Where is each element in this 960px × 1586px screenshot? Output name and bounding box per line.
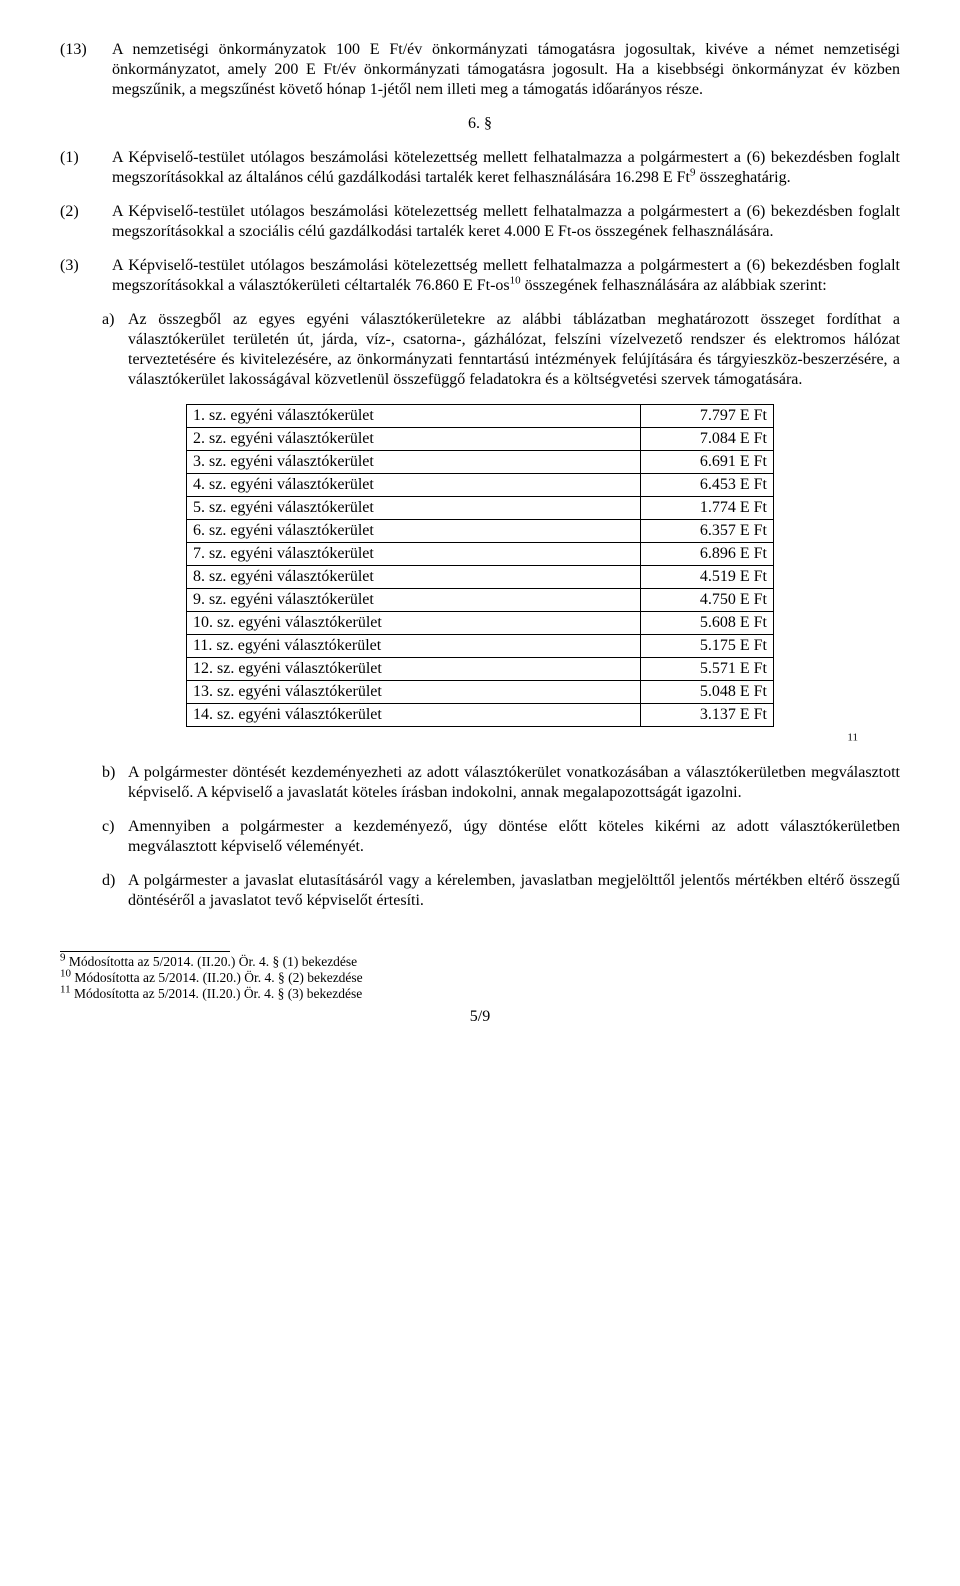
table-footnote-ref: 11 [60, 733, 858, 753]
footnote-number: 11 [60, 984, 71, 996]
district-name: 5. sz. egyéni választókerület [187, 497, 641, 520]
paragraph-text: A nemzetiségi önkormányzatok 100 E Ft/év… [112, 40, 900, 100]
table-row: 3. sz. egyéni választókerület6.691 E Ft [187, 451, 774, 474]
footnote-ref-11: 11 [847, 732, 858, 744]
district-name: 12. sz. egyéni választókerület [187, 658, 641, 681]
subparagraph-label: d) [102, 871, 122, 911]
paragraph-text: A Képviselő-testület utólagos beszámolás… [112, 202, 900, 242]
footnote-ref-10: 10 [510, 275, 521, 287]
footnote: 9 Módosította az 5/2014. (II.20.) Ör. 4.… [60, 954, 900, 970]
table-row: 11. sz. egyéni választókerület5.175 E Ft [187, 635, 774, 658]
table-row: 5. sz. egyéni választókerület1.774 E Ft [187, 497, 774, 520]
district-name: 14. sz. egyéni választókerület [187, 704, 641, 727]
paragraph-1: (1) A Képviselő-testület utólagos beszám… [60, 148, 900, 188]
subparagraph-label: c) [102, 817, 122, 857]
district-value: 5.608 E Ft [641, 612, 774, 635]
table-row: 13. sz. egyéni választókerület5.048 E Ft [187, 681, 774, 704]
page-number: 5/9 [60, 1007, 900, 1027]
district-name: 9. sz. egyéni választókerület [187, 589, 641, 612]
district-name: 4. sz. egyéni választókerület [187, 474, 641, 497]
subparagraph-b: b) A polgármester döntését kezdeményezhe… [102, 763, 900, 803]
paragraph-number: (1) [60, 148, 102, 188]
paragraph-3: (3) A Képviselő-testület utólagos beszám… [60, 256, 900, 296]
district-name: 13. sz. egyéni választókerület [187, 681, 641, 704]
table-row: 2. sz. egyéni választókerület7.084 E Ft [187, 428, 774, 451]
footnote-text: Módosította az 5/2014. (II.20.) Ör. 4. §… [71, 970, 363, 985]
district-value: 5.048 E Ft [641, 681, 774, 704]
district-name: 2. sz. egyéni választókerület [187, 428, 641, 451]
table-row: 12. sz. egyéni választókerület5.571 E Ft [187, 658, 774, 681]
subparagraph-c: c) Amennyiben a polgármester a kezdemény… [102, 817, 900, 857]
paragraph-2: (2) A Képviselő-testület utólagos beszám… [60, 202, 900, 242]
table-row: 10. sz. egyéni választókerület5.608 E Ft [187, 612, 774, 635]
district-value: 1.774 E Ft [641, 497, 774, 520]
table-row: 8. sz. egyéni választókerület4.519 E Ft [187, 566, 774, 589]
subparagraph-text: A polgármester döntését kezdeményezheti … [128, 763, 900, 803]
table-row: 7. sz. egyéni választókerület6.896 E Ft [187, 543, 774, 566]
district-value: 4.519 E Ft [641, 566, 774, 589]
text-part-b: összeghatárig. [695, 169, 790, 186]
paragraph-13: (13) A nemzetiségi önkormányzatok 100 E … [60, 40, 900, 100]
table-row: 4. sz. egyéni választókerület6.453 E Ft [187, 474, 774, 497]
paragraph-number: (13) [60, 40, 102, 100]
paragraph-number: (2) [60, 202, 102, 242]
district-value: 7.797 E Ft [641, 405, 774, 428]
text-part-b: összegének felhasználására az alábbiak s… [521, 277, 827, 294]
paragraph-text: A Képviselő-testület utólagos beszámolás… [112, 148, 900, 188]
district-name: 7. sz. egyéni választókerület [187, 543, 641, 566]
district-value: 5.571 E Ft [641, 658, 774, 681]
subparagraph-d: d) A polgármester a javaslat elutasításá… [102, 871, 900, 911]
subparagraph-a: a) Az összegből az egyes egyéni választó… [102, 310, 900, 390]
districts-table: 1. sz. egyéni választókerület7.797 E Ft2… [186, 404, 774, 727]
district-value: 4.750 E Ft [641, 589, 774, 612]
subparagraph-label: b) [102, 763, 122, 803]
paragraph-number: (3) [60, 256, 102, 296]
district-value: 6.691 E Ft [641, 451, 774, 474]
district-value: 6.896 E Ft [641, 543, 774, 566]
footnote-text: Módosította az 5/2014. (II.20.) Ör. 4. §… [71, 986, 363, 1001]
footnotes-block: 9 Módosította az 5/2014. (II.20.) Ör. 4.… [60, 954, 900, 1003]
section-6: 6. § [60, 114, 900, 134]
district-name: 10. sz. egyéni választókerület [187, 612, 641, 635]
subparagraph-label: a) [102, 310, 122, 390]
table-row: 1. sz. egyéni választókerület7.797 E Ft [187, 405, 774, 428]
district-name: 3. sz. egyéni választókerület [187, 451, 641, 474]
footnote-number: 10 [60, 968, 71, 980]
table-row: 14. sz. egyéni választókerület3.137 E Ft [187, 704, 774, 727]
district-value: 6.357 E Ft [641, 520, 774, 543]
district-value: 7.084 E Ft [641, 428, 774, 451]
subparagraph-text: A polgármester a javaslat elutasításáról… [128, 871, 900, 911]
table-row: 6. sz. egyéni választókerület6.357 E Ft [187, 520, 774, 543]
footnote: 11 Módosította az 5/2014. (II.20.) Ör. 4… [60, 986, 900, 1002]
table-row: 9. sz. egyéni választókerület4.750 E Ft [187, 589, 774, 612]
district-value: 3.137 E Ft [641, 704, 774, 727]
district-value: 5.175 E Ft [641, 635, 774, 658]
footnote-text: Módosította az 5/2014. (II.20.) Ör. 4. §… [66, 954, 358, 969]
footnote: 10 Módosította az 5/2014. (II.20.) Ör. 4… [60, 970, 900, 986]
paragraph-text: A Képviselő-testület utólagos beszámolás… [112, 256, 900, 296]
district-name: 6. sz. egyéni választókerület [187, 520, 641, 543]
district-name: 1. sz. egyéni választókerület [187, 405, 641, 428]
subparagraph-text: Amennyiben a polgármester a kezdeményező… [128, 817, 900, 857]
district-name: 11. sz. egyéni választókerület [187, 635, 641, 658]
subparagraph-text: Az összegből az egyes egyéni választóker… [128, 310, 900, 390]
district-value: 6.453 E Ft [641, 474, 774, 497]
district-name: 8. sz. egyéni választókerület [187, 566, 641, 589]
